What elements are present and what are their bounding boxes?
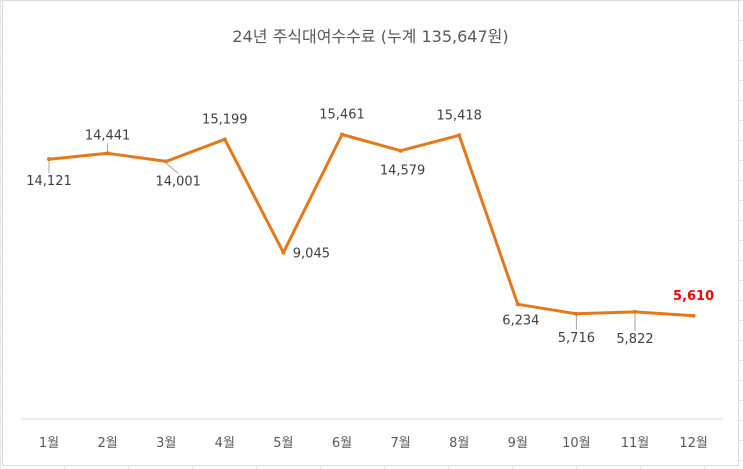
- data-point: [398, 148, 403, 153]
- data-label: 9,045: [293, 247, 330, 262]
- x-tick-label: 11월: [621, 436, 650, 451]
- data-point: [691, 313, 696, 318]
- x-tick-label: 6월: [332, 436, 352, 451]
- data-point: [633, 309, 637, 314]
- data-label: 14,001: [155, 174, 201, 189]
- line-chart-plot: 14,121 1월 14,441 2월 14,001 3월 15,199 4월 9,045 5월 1…: [21, 108, 723, 451]
- data-label: 14,441: [85, 128, 131, 143]
- data-label: 6,234: [502, 313, 539, 328]
- x-tick-label: 10월: [562, 436, 591, 451]
- data-label: 15,199: [202, 112, 248, 127]
- x-tick-label: 3월: [156, 436, 176, 451]
- data-point: [222, 137, 227, 142]
- x-tick-label: 4월: [215, 436, 235, 451]
- x-tick-label: 12월: [679, 436, 708, 451]
- data-label: 15,461: [319, 108, 365, 123]
- x-tick-label: 9월: [508, 436, 528, 451]
- data-label: 14,579: [380, 164, 426, 179]
- data-label: 5,716: [558, 331, 595, 346]
- x-tick-label: 8월: [449, 436, 469, 451]
- data-point: [47, 157, 51, 162]
- data-label-leader: [165, 162, 179, 174]
- data-point: [515, 302, 520, 307]
- x-tick-label: 7월: [390, 436, 410, 451]
- data-point: [281, 250, 286, 255]
- data-label: 15,418: [436, 108, 482, 123]
- x-tick-label: 1월: [39, 436, 59, 451]
- chart-title: 24년 주식대여수수료 (누계 135,647원): [232, 27, 509, 46]
- data-label: 14,121: [26, 174, 72, 189]
- x-tick-label: 2월: [97, 436, 117, 451]
- series-line: [47, 133, 696, 318]
- x-tick-label: 5월: [273, 436, 293, 451]
- data-label-highlight: 5,610: [673, 289, 714, 304]
- data-point: [574, 311, 579, 316]
- data-point: [164, 159, 169, 164]
- data-point: [457, 133, 462, 138]
- data-point: [340, 132, 344, 137]
- data-label: 5,822: [616, 332, 653, 347]
- data-point: [105, 151, 110, 156]
